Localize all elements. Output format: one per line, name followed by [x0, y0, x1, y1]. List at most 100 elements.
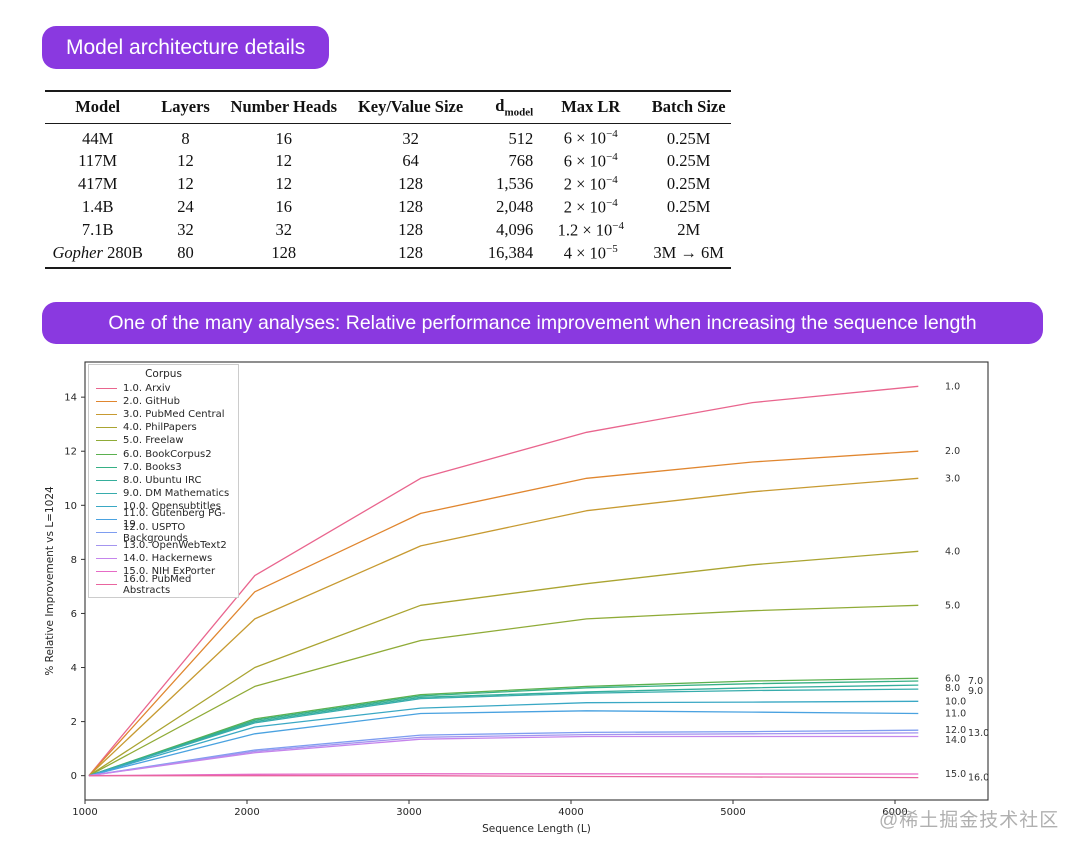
table-cell: 128	[271, 242, 297, 262]
table-cell: 6 × 10−4	[563, 128, 618, 148]
table-row: 44M 8 16 32 512 6 × 10−4 0.25M	[45, 124, 731, 150]
legend-swatch	[96, 414, 117, 416]
legend-label: 2.0. GitHub	[123, 396, 180, 408]
arch-table-body: 44M 8 16 32 512 6 × 10−4 0.25M 117M 12 12 64 768 6 ×…	[45, 124, 731, 268]
legend-item: 1.0. Arxiv	[96, 382, 231, 395]
legend-item: 9.0. DM Mathematics	[96, 487, 231, 500]
legend-item: 15.0. NIH ExPorter	[96, 565, 231, 578]
legend-label: 13.0. OpenWebText2	[123, 540, 227, 552]
table-cell: 4,096	[496, 220, 534, 240]
legend-label: 9.0. DM Mathematics	[123, 487, 230, 499]
legend-label: 14.0. Hackernews	[123, 553, 213, 565]
table-cell: 117M	[78, 151, 118, 171]
legend-swatch	[96, 388, 117, 390]
legend-item: 7.0. Books3	[96, 461, 231, 474]
table-cell: 128	[398, 242, 423, 262]
table-cell: 8	[181, 128, 190, 148]
series-end-label: 10.0	[945, 696, 966, 707]
chart-svg: 1000 2000 3000 4000 5000 6000 Sequence Length …	[44, 361, 989, 835]
legend-swatch	[96, 518, 117, 520]
table-header-cell: Number Heads	[220, 91, 347, 125]
series-end-label: 11.0	[945, 708, 966, 719]
series-line	[88, 604, 919, 777]
legend-item: 2.0. GitHub	[96, 395, 231, 408]
table-row: 1.4B 24 16 128 2,048 2 × 10−4 0.25M	[45, 196, 731, 219]
y-tick-label: 4	[71, 663, 77, 674]
y-tick-label: 14	[64, 393, 77, 404]
table-cell: 2,048	[496, 197, 534, 217]
y-tick-label: 12	[64, 447, 77, 458]
series-end-label: 3.0	[945, 473, 960, 484]
series-line	[88, 729, 919, 777]
series-line	[88, 450, 919, 777]
series-lines	[88, 385, 919, 779]
table-cell: 6 × 10−4	[563, 151, 618, 171]
legend-swatch	[96, 558, 117, 560]
legend-item: 14.0. Hackernews	[96, 552, 231, 565]
x-tick-label: 4000	[558, 807, 583, 818]
legend-label: 6.0. BookCorpus2	[123, 448, 212, 460]
table-cell: 3M → 6M	[653, 242, 724, 262]
table-cell: 16	[275, 197, 293, 217]
table-cell: 16	[275, 128, 293, 148]
series-end-label: 7.0	[968, 676, 983, 687]
legend-item: 16.0. PubMed Abstracts	[96, 574, 231, 596]
legend-label: 15.0. NIH ExPorter	[123, 566, 216, 578]
legend-swatch	[96, 545, 117, 547]
legend-label: 8.0. Ubuntu IRC	[123, 474, 202, 486]
series-line	[88, 677, 919, 777]
y-tick-label: 6	[71, 609, 77, 620]
legend-label: 7.0. Books3	[123, 461, 182, 473]
legend-item: 6.0. BookCorpus2	[96, 447, 231, 460]
table-title-badge: Model architecture details	[42, 26, 330, 69]
legend-label: 5.0. Freelaw	[123, 435, 184, 447]
table-cell: 4 × 10−5	[563, 242, 618, 263]
series-line	[88, 550, 919, 777]
table-cell: 32	[402, 128, 419, 148]
line-chart: 1000 2000 3000 4000 5000 6000 Sequence Length …	[40, 355, 1040, 845]
series-end-label: 4.0	[945, 546, 960, 557]
table-cell: 0.25M	[666, 128, 711, 148]
table-cell: 12	[275, 151, 293, 171]
table-cell: 12	[275, 174, 293, 194]
series-end-label: 8.0	[945, 683, 960, 694]
legend-item: 4.0. PhilPapers	[96, 421, 231, 434]
table-header-cell: Batch Size	[646, 91, 731, 125]
table-cell: 0.25M	[666, 151, 711, 171]
table-cell: 12	[177, 174, 194, 194]
table-cell: 128	[398, 174, 423, 194]
legend-swatch	[96, 479, 117, 481]
arch-table-head: Model Layers Number Heads Key/Value Size dmo…	[45, 91, 731, 125]
table-cell: 44M	[82, 128, 114, 148]
series-end-label: 9.0	[968, 686, 983, 697]
plot-frame	[84, 361, 989, 801]
y-tick-label: 10	[64, 501, 77, 512]
legend-item: 8.0. Ubuntu IRC	[96, 474, 231, 487]
table-title-text: Model architecture details	[66, 35, 306, 59]
series-line	[88, 688, 919, 777]
legend-label: 4.0. PhilPapers	[123, 422, 197, 434]
table-row: Gopher 280B 80 128 128 16,384 4 × 10−5 3M → 6M	[45, 241, 731, 268]
table-cell: 0.25M	[666, 174, 711, 194]
table-cell: 768	[508, 151, 534, 171]
table-cell: 1.4B	[81, 197, 114, 217]
x-tick-label: 5000	[720, 807, 745, 818]
table-cell: Gopher 280B	[52, 242, 143, 262]
chart-title-text: One of the many analyses: Relative perfo…	[108, 311, 977, 334]
table-cell: 1.2 × 10−4	[557, 219, 624, 240]
table-cell: 24	[177, 197, 194, 217]
y-tick-label: 0	[71, 771, 77, 782]
series-end-label: 2.0	[945, 446, 960, 457]
x-tick-label: 1000	[72, 807, 97, 818]
table-cell: 128	[398, 220, 423, 240]
arch-table: Model Layers Number Heads Key/Value Size dmo…	[45, 90, 731, 270]
series-line	[88, 732, 919, 777]
table-header-cell: Model	[45, 91, 151, 125]
legend-item: 3.0. PubMed Central	[96, 408, 231, 421]
legend-label: 3.0. PubMed Central	[123, 409, 225, 421]
legend-swatch	[96, 505, 117, 507]
series-line	[88, 684, 919, 777]
y-axis: 0 2 4 6 8 10 12 14 % Relative Improvement vs L=1…	[44, 393, 85, 782]
legend-label: 16.0. PubMed Abstracts	[123, 573, 192, 596]
series-line	[88, 775, 919, 779]
